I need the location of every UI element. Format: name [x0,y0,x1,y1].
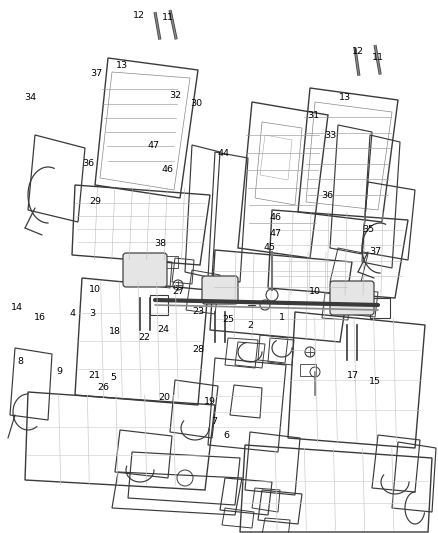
Text: 46: 46 [269,214,281,222]
Text: 11: 11 [162,13,174,22]
Text: 12: 12 [133,12,145,20]
Bar [150,295,168,315]
Text: 5: 5 [110,374,116,383]
Text: 9: 9 [56,367,62,376]
Text: 23: 23 [192,308,204,317]
Text: 11: 11 [372,52,384,61]
Text: 19: 19 [204,398,216,407]
Text: 36: 36 [321,191,333,200]
Text: 46: 46 [162,166,174,174]
Text: 26: 26 [97,384,109,392]
Text: 30: 30 [190,99,202,108]
Text: 24: 24 [157,326,169,335]
Text: 22: 22 [138,334,150,343]
Text: 13: 13 [116,61,128,69]
Text: 8: 8 [17,358,23,367]
Text: 27: 27 [172,287,184,296]
Text: 37: 37 [90,69,102,77]
Text: 18: 18 [109,327,121,336]
Text: 4: 4 [70,309,76,318]
Text: 21: 21 [88,370,100,379]
Text: 34: 34 [24,93,36,102]
FancyBboxPatch shape [202,276,238,304]
Text: 12: 12 [352,47,364,56]
Text: 15: 15 [369,377,381,386]
Text: 28: 28 [192,345,204,354]
Text: 38: 38 [154,238,166,247]
Text: 44: 44 [218,149,230,158]
Text: 47: 47 [269,230,281,238]
Text: 29: 29 [89,198,101,206]
Text: 47: 47 [148,141,160,149]
Text: 13: 13 [339,93,351,102]
Text: 17: 17 [347,370,359,379]
Text: 14: 14 [11,303,23,312]
FancyBboxPatch shape [123,253,167,287]
Text: 20: 20 [158,392,170,401]
Text: 10: 10 [89,286,101,295]
Text: 36: 36 [82,158,94,167]
Text: 25: 25 [222,316,234,325]
Text: 7: 7 [211,417,217,426]
Text: 2: 2 [247,320,253,329]
Text: 16: 16 [34,313,46,322]
FancyBboxPatch shape [330,281,374,315]
Text: 32: 32 [169,91,181,100]
Text: 33: 33 [324,132,336,141]
Bar [370,298,390,318]
Text: 45: 45 [264,244,276,253]
Text: 10: 10 [309,287,321,296]
Text: 1: 1 [279,313,285,322]
Text: 6: 6 [223,431,229,440]
Text: 35: 35 [362,225,374,235]
Text: 3: 3 [89,309,95,318]
Text: 37: 37 [369,247,381,256]
Text: 31: 31 [307,110,319,119]
